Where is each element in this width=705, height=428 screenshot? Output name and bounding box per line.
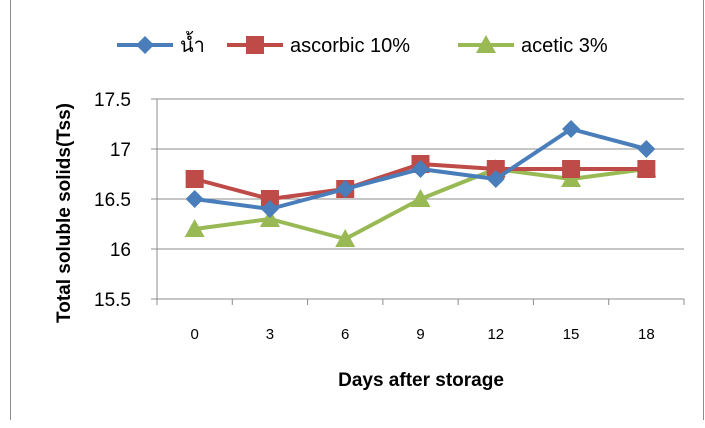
data-point <box>486 160 505 178</box>
legend-marker <box>246 36 264 54</box>
y-tick-labels: 15.5 16 16.5 17 17.5 <box>94 90 131 311</box>
y-tick-label: 16.5 <box>94 190 131 211</box>
x-tick-label: 0 <box>190 326 198 343</box>
x-tick-label: 6 <box>341 326 349 343</box>
data-point <box>260 200 279 218</box>
legend-item-1: ascorbic 10% <box>227 35 410 57</box>
legend-item-2: acetic 3% <box>458 35 608 57</box>
y-tick-label: 17.5 <box>94 90 131 111</box>
legend: น้ำ ascorbic 10% acetic 3% <box>117 31 608 57</box>
x-tick-label: 9 <box>416 326 424 343</box>
y-tick-label: 16 <box>110 240 131 261</box>
x-tick-label: 18 <box>638 326 655 343</box>
data-point <box>562 160 581 178</box>
data-point <box>185 170 204 188</box>
legend-item-0: น้ำ <box>117 31 205 57</box>
x-axis-label: Days after storage <box>338 370 504 391</box>
y-tick-label: 17 <box>110 140 131 161</box>
data-point <box>486 170 505 188</box>
chart-border <box>10 0 704 420</box>
y-axis-label: Total soluble solids(Tss) <box>54 103 75 323</box>
data-point <box>410 189 431 207</box>
data-point <box>184 219 205 237</box>
y-tick-label: 15.5 <box>94 290 131 311</box>
x-tick-label: 15 <box>563 326 580 343</box>
x-tick-labels: 0 3 6 9 12 15 18 <box>190 326 654 343</box>
legend-marker <box>476 35 496 53</box>
data-point <box>562 120 581 138</box>
data-point <box>336 180 355 198</box>
data-point <box>260 190 279 208</box>
data-point <box>185 190 204 208</box>
legend-label: ascorbic 10% <box>290 35 410 57</box>
data-point <box>637 140 656 158</box>
data-point <box>335 229 356 247</box>
series-0 <box>185 120 656 218</box>
data-point <box>411 160 430 178</box>
legend-label: acetic 3% <box>521 35 608 57</box>
axes <box>151 98 685 305</box>
legend-marker <box>136 36 154 54</box>
series-lines <box>184 120 657 247</box>
legend-label: น้ำ <box>180 31 205 57</box>
x-tick-label: 12 <box>487 326 504 343</box>
x-tick-label: 3 <box>266 326 274 343</box>
data-point <box>637 160 656 178</box>
